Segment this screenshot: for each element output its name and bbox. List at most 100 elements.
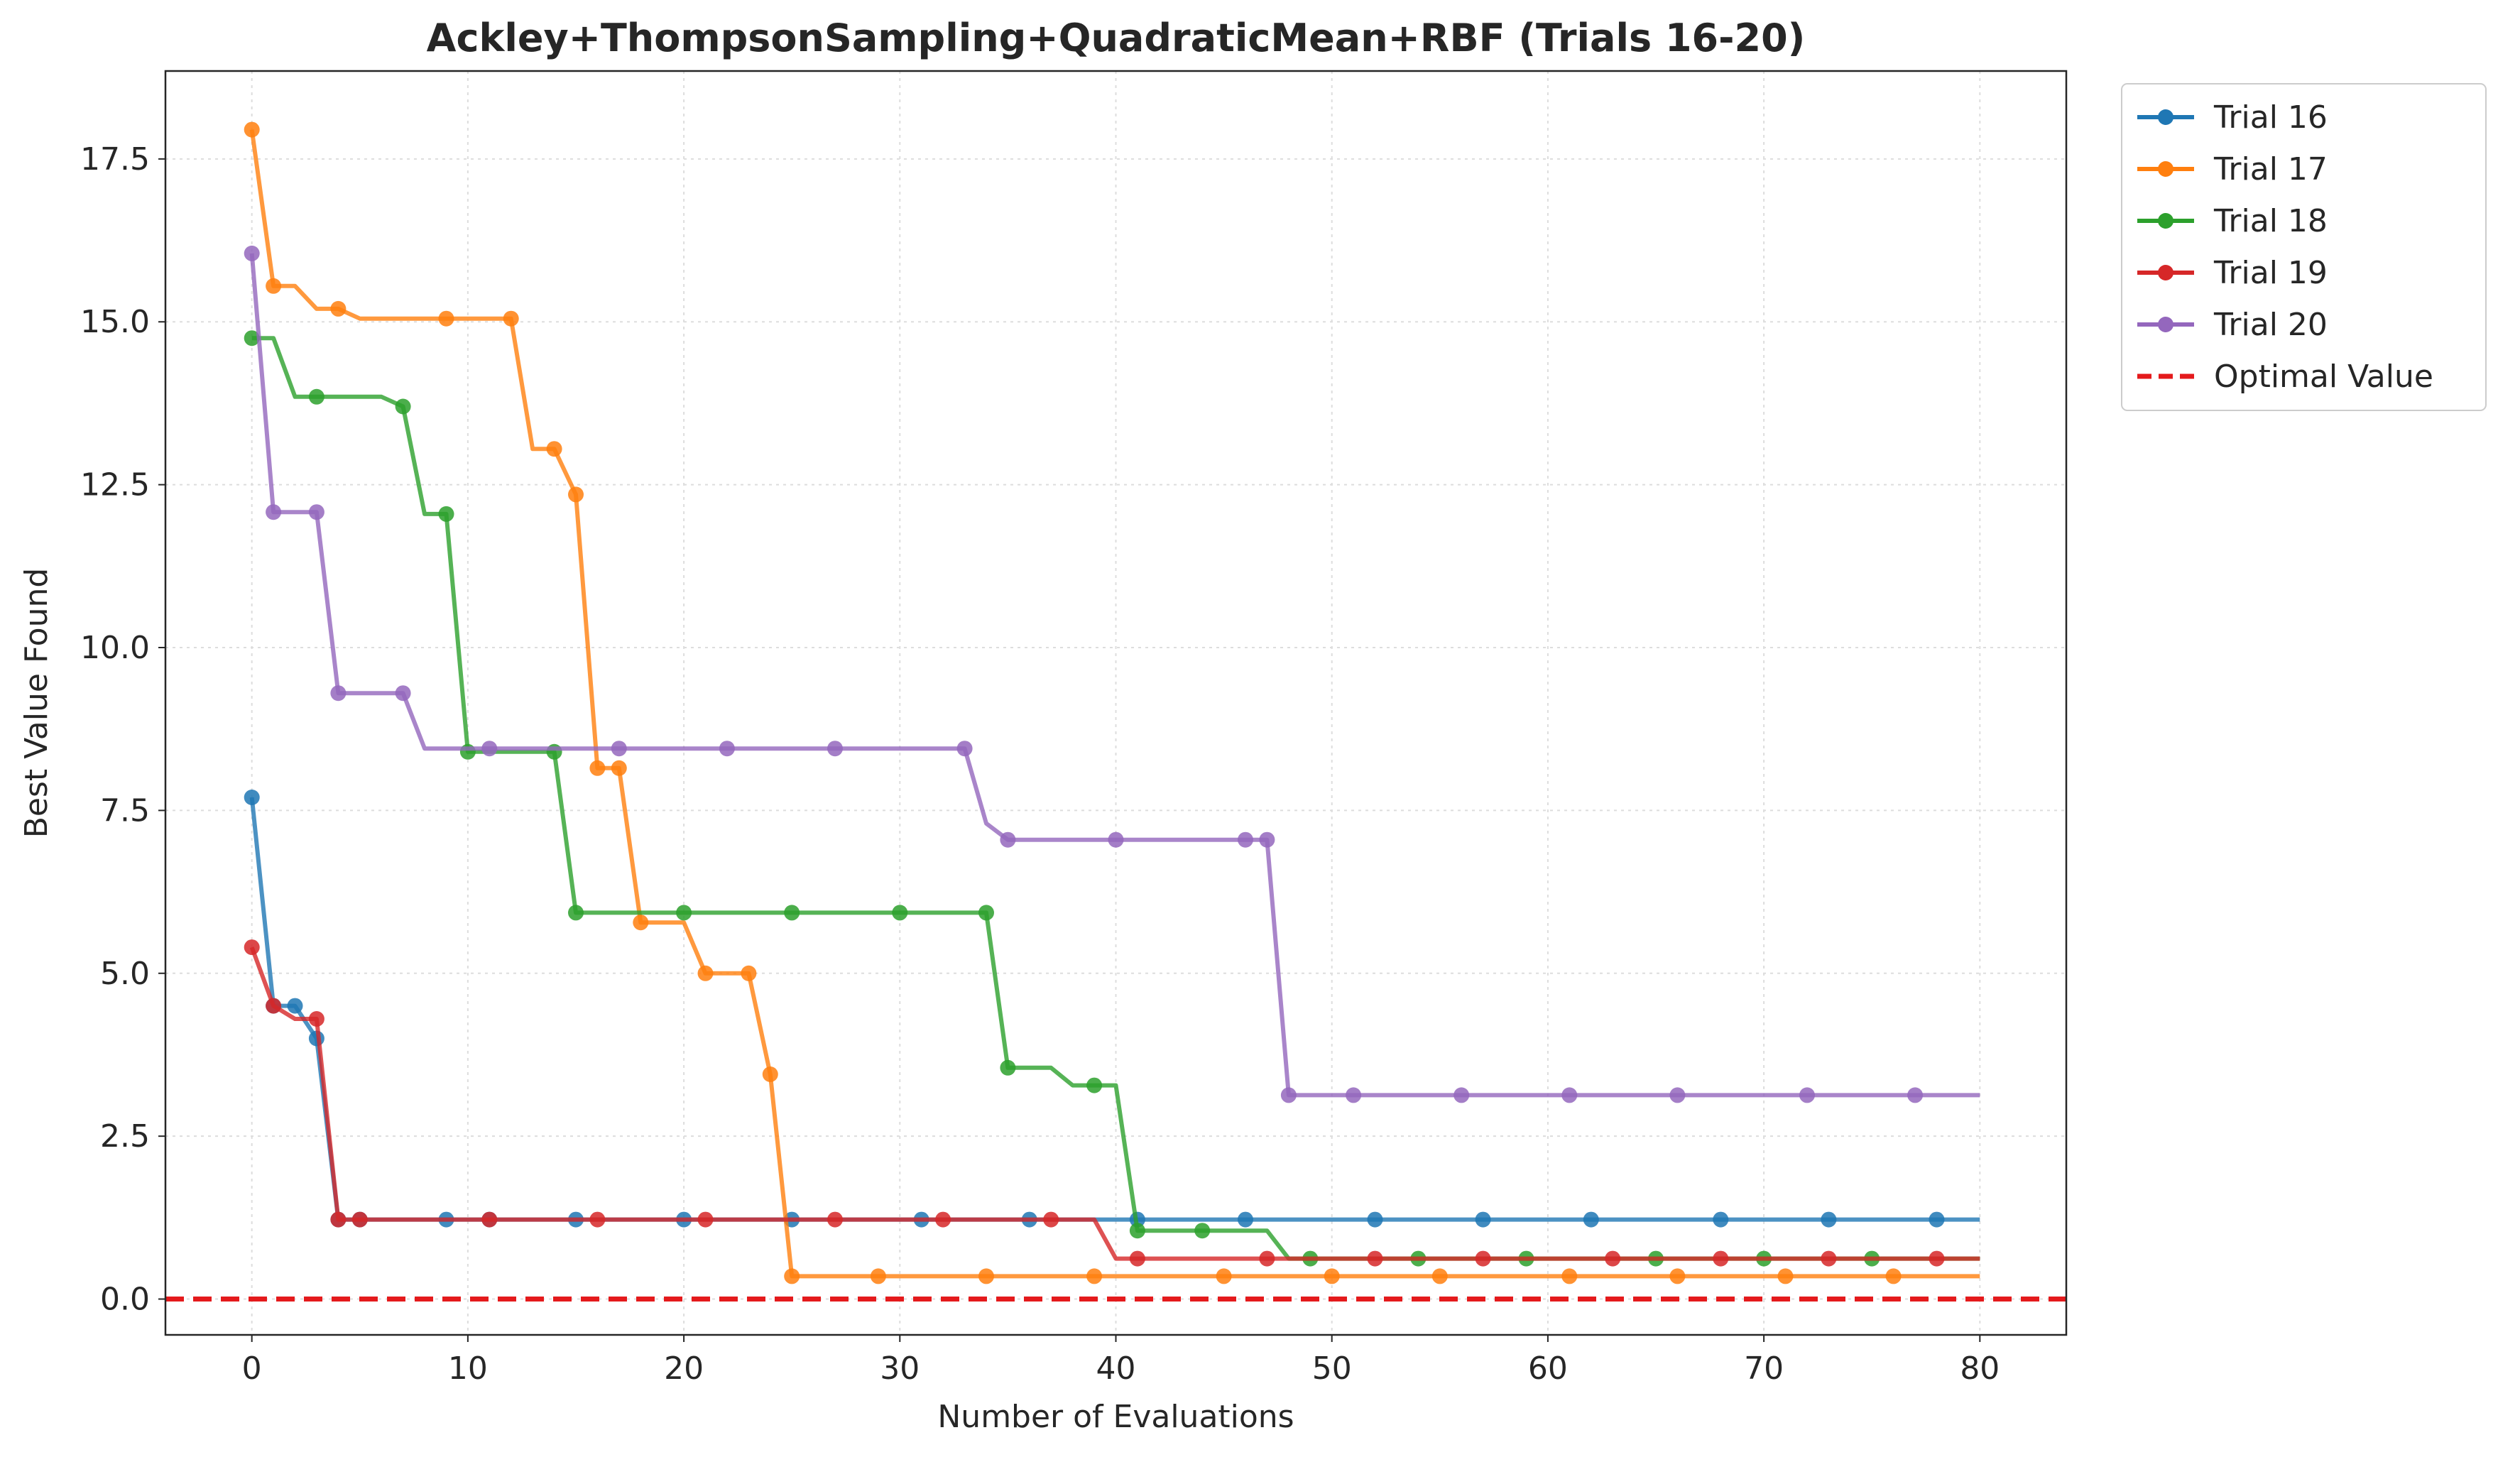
data-point (1821, 1250, 1837, 1267)
data-point (1367, 1211, 1383, 1228)
data-point (589, 1211, 606, 1228)
data-point (1669, 1087, 1686, 1103)
legend-item: Trial 19 (2137, 255, 2328, 291)
y-tick-label: 12.5 (80, 467, 150, 503)
legend-marker (2158, 265, 2173, 280)
data-point (1929, 1250, 1945, 1267)
data-point (244, 121, 260, 138)
data-point (1194, 1223, 1211, 1239)
data-point (784, 905, 800, 921)
data-point (611, 741, 627, 757)
data-point (244, 939, 260, 956)
legend-marker (2158, 109, 2173, 125)
data-point (568, 905, 584, 921)
data-point (827, 1211, 843, 1228)
data-point (459, 743, 476, 760)
x-tick-label: 80 (1960, 1350, 2000, 1387)
series-trial-20 (244, 245, 1980, 1103)
data-point (308, 504, 324, 520)
data-point (244, 790, 260, 805)
data-point (1238, 1211, 1253, 1228)
data-point (1669, 1268, 1686, 1284)
data-point (395, 685, 411, 702)
data-point (330, 300, 347, 317)
legend-item: Trial 16 (2137, 99, 2328, 136)
data-point (1475, 1250, 1491, 1267)
legend-marker (2158, 317, 2173, 332)
data-point (1561, 1268, 1578, 1284)
data-point (956, 741, 973, 757)
y-tick-label: 0.0 (100, 1282, 150, 1318)
data-point (481, 1211, 498, 1228)
data-point (870, 1268, 886, 1284)
legend-box (2121, 83, 2487, 411)
x-tick-label: 0 (242, 1350, 262, 1387)
series-trial-17 (244, 121, 1980, 1284)
y-tick-label: 17.5 (80, 141, 150, 178)
data-point (1907, 1087, 1924, 1103)
data-point (1280, 1087, 1297, 1103)
data-point (287, 998, 303, 1014)
legend-item: Trial 17 (2137, 151, 2328, 187)
data-point (1108, 831, 1124, 848)
legend-label: Trial 18 (2213, 203, 2328, 239)
data-point (762, 1066, 778, 1082)
y-tick-label: 2.5 (100, 1118, 150, 1155)
data-point (1777, 1268, 1794, 1284)
data-point (546, 441, 562, 457)
data-point (676, 905, 692, 921)
data-point (1000, 1059, 1016, 1076)
x-tick-label: 30 (880, 1350, 920, 1387)
data-point (1324, 1268, 1340, 1284)
data-point (892, 905, 908, 921)
data-point (589, 760, 606, 776)
data-point (1000, 831, 1016, 848)
data-point (1259, 831, 1275, 848)
data-point (266, 998, 282, 1014)
data-point (827, 741, 843, 757)
series-trial-19 (244, 939, 1980, 1267)
data-point (1216, 1268, 1232, 1284)
data-point (1367, 1250, 1383, 1267)
data-point (697, 965, 714, 981)
data-point (503, 310, 519, 327)
legend: Trial 16 Trial 17 Trial 18 Trial 19 Trial 20… (2121, 83, 2487, 411)
data-point (395, 398, 411, 415)
data-point (719, 741, 735, 757)
data-point (1129, 1250, 1145, 1267)
data-point (266, 504, 282, 520)
legend-label: Trial 16 (2213, 99, 2328, 136)
y-axis-label: Best Value Found (18, 568, 55, 839)
series-lines (244, 121, 1980, 1284)
x-axis-label: Number of Evaluations (937, 1399, 1294, 1435)
data-point (1583, 1211, 1599, 1228)
data-point (244, 245, 260, 261)
data-point (308, 1011, 324, 1027)
axis-ticks: 0 10 20 30 40 50 60 70 80 0.0 2.5 5.0 7.5 10.0 12.5 15.… (80, 141, 2000, 1387)
data-point (546, 743, 562, 760)
data-point (330, 685, 347, 702)
data-point (1605, 1250, 1621, 1267)
data-point (1561, 1087, 1578, 1103)
data-point (438, 310, 454, 327)
chart-title: Ackley+ThompsonSampling+QuadraticMean+RB… (427, 16, 1806, 60)
data-point (1086, 1268, 1103, 1284)
data-point (1885, 1268, 1902, 1284)
data-point (1431, 1268, 1448, 1284)
data-point (1799, 1087, 1815, 1103)
y-tick-label: 5.0 (100, 956, 150, 992)
legend-marker (2158, 161, 2173, 177)
legend-label: Trial 17 (2213, 151, 2328, 187)
data-point (611, 760, 627, 776)
legend-item: Trial 20 (2137, 307, 2328, 343)
data-point (1453, 1087, 1470, 1103)
y-tick-label: 7.5 (100, 792, 150, 829)
data-point (633, 915, 649, 931)
data-point (697, 1211, 714, 1228)
data-point (568, 486, 584, 503)
data-point (481, 741, 498, 757)
data-point (978, 905, 994, 921)
data-point (1086, 1077, 1103, 1093)
